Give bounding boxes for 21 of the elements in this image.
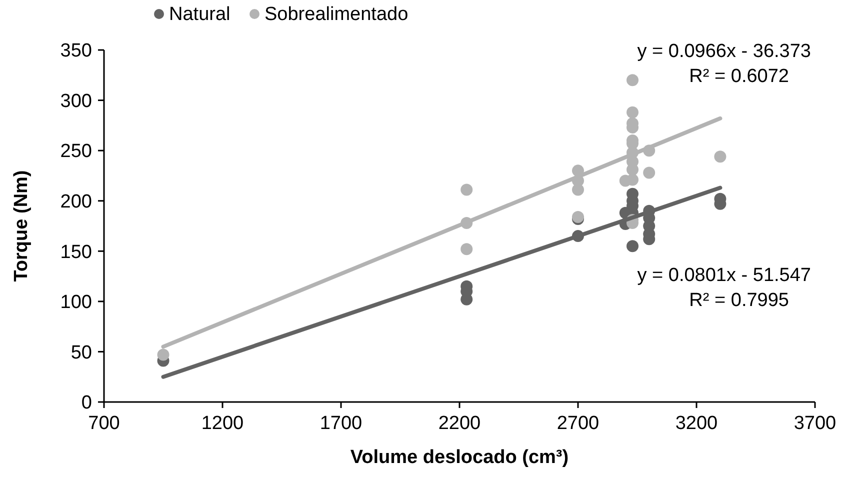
y-tick-label: 250 bbox=[60, 141, 92, 162]
x-tick-label: 700 bbox=[88, 413, 120, 434]
x-tick-label: 3700 bbox=[794, 413, 836, 434]
y-tick-label: 50 bbox=[70, 342, 92, 364]
legend-label: Natural bbox=[169, 4, 230, 25]
y-tick-label: 300 bbox=[60, 90, 92, 112]
x-tick-label: 2200 bbox=[438, 413, 481, 434]
annotation: y = 0.0966x - 36.373 R² = 0.6072 bbox=[637, 41, 811, 87]
legend-label: Sobrealimentado bbox=[264, 4, 408, 25]
x-tick-label: 3200 bbox=[675, 413, 718, 434]
x-tick-label: 1700 bbox=[320, 413, 362, 434]
x-tick-label: 2700 bbox=[556, 413, 600, 434]
y-tick-label: 200 bbox=[60, 192, 92, 213]
y-tick-label: 350 bbox=[60, 40, 92, 62]
y-axis-title: Torque (Nm) bbox=[11, 170, 32, 282]
x-tick-label: 1200 bbox=[201, 413, 244, 434]
y-tick-label: 100 bbox=[60, 292, 92, 314]
annotation: y = 0.0801x - 51.547 R² = 0.7995 bbox=[637, 265, 811, 311]
y-tick-label: 0 bbox=[81, 392, 92, 414]
y-tick-label: 150 bbox=[60, 242, 92, 263]
x-axis-title: Volume deslocado (cm³) bbox=[350, 447, 569, 468]
